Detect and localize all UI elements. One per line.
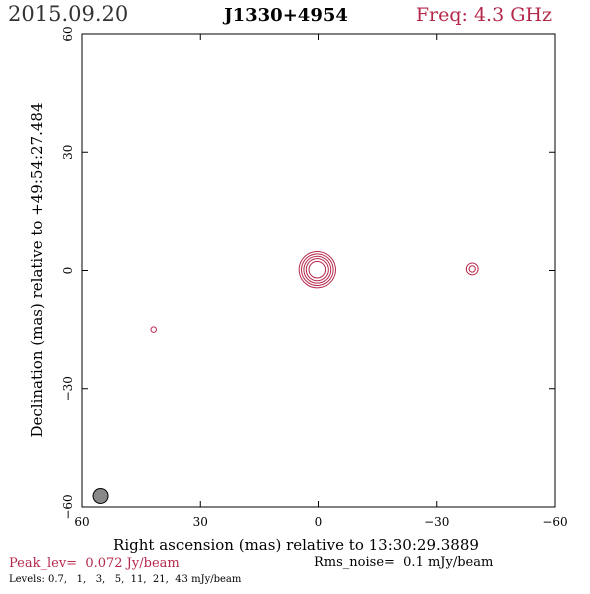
y-axis-label: Declination (mas) relative to +49:54:27.… bbox=[28, 102, 46, 437]
y-tick-label: 30 bbox=[61, 145, 75, 160]
contour-layer bbox=[92, 251, 479, 504]
east-feature-contour bbox=[465, 262, 479, 276]
east-feature-contour bbox=[468, 265, 476, 273]
x-tick-label: −30 bbox=[424, 515, 449, 529]
rms-noise: Rms_noise= 0.1 mJy/beam bbox=[314, 555, 493, 570]
contour-levels: Levels: 0.7, 1, 3, 5, 11, 21, 43 mJy/bea… bbox=[9, 574, 242, 585]
core-contour bbox=[308, 260, 327, 279]
x-tick-labels: 60 30 0 −30 −60 bbox=[74, 515, 567, 529]
frequency-label: Freq: 4.3 GHz bbox=[416, 4, 552, 26]
y-tick-label: 60 bbox=[61, 26, 75, 41]
core-contour bbox=[298, 251, 336, 289]
x-axis-label: Right ascension (mas) relative to 13:30:… bbox=[113, 536, 479, 554]
core-contour bbox=[303, 255, 332, 284]
core-contour bbox=[301, 253, 334, 286]
source-name: J1330+4954 bbox=[222, 5, 348, 26]
noise-blob-contour bbox=[150, 326, 157, 333]
beam-ellipse bbox=[92, 487, 109, 504]
x-tick-label: 30 bbox=[193, 515, 208, 529]
y-tick-label: −30 bbox=[61, 376, 75, 401]
y-tick-label: −60 bbox=[61, 494, 75, 519]
observation-date: 2015.09.20 bbox=[8, 2, 128, 26]
peak-level: Peak_lev= 0.072 Jy/beam bbox=[9, 556, 180, 571]
y-tick-label: 0 bbox=[61, 267, 75, 275]
x-tick-label: 60 bbox=[74, 515, 89, 529]
core-contour bbox=[305, 258, 329, 282]
x-tick-label: −60 bbox=[542, 515, 567, 529]
y-tick-labels: 60 30 0 −30 −60 bbox=[61, 26, 75, 519]
axis-ticks bbox=[81, 33, 556, 508]
x-tick-label: 0 bbox=[315, 515, 323, 529]
plot-frame bbox=[81, 33, 556, 508]
